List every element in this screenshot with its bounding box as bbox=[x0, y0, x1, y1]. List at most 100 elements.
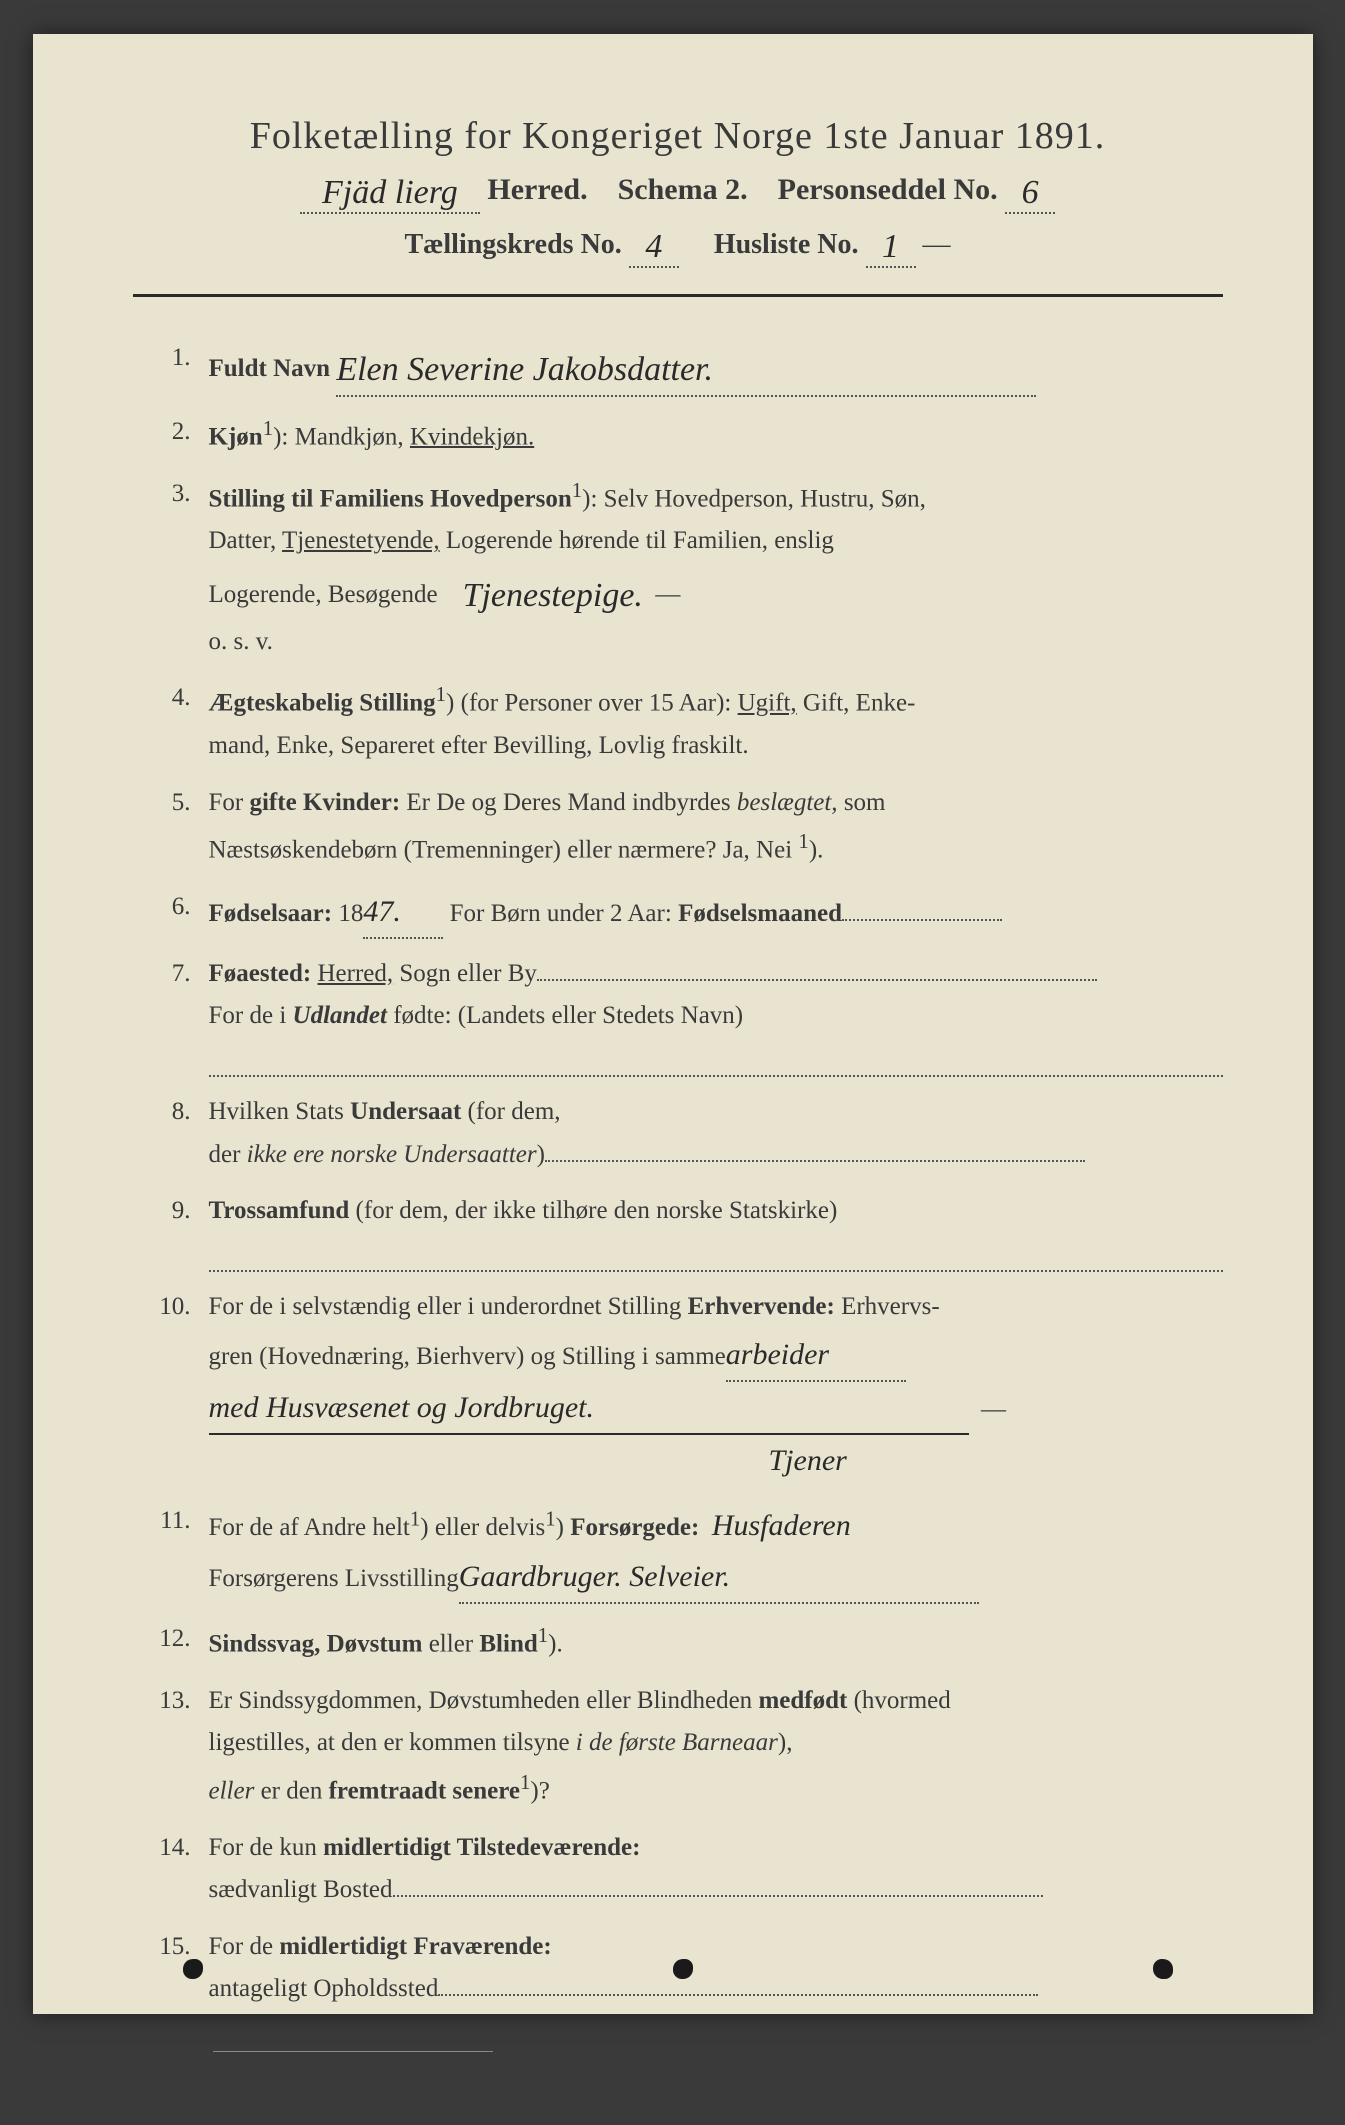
q8-c: (for dem, bbox=[461, 1098, 560, 1125]
num-10: 10. bbox=[133, 1286, 209, 1486]
q7-line2a: For de i bbox=[209, 1002, 293, 1029]
content-14: For de kun midlertidigt Tilstedeværende:… bbox=[209, 1827, 1223, 1912]
item-12: 12. Sindssvag, Døvstum eller Blind1). bbox=[133, 1618, 1223, 1666]
header-line-3: Tællingskreds No. 4 Husliste No. 1 — bbox=[133, 224, 1223, 264]
q4-sup: 1 bbox=[436, 682, 446, 706]
item-5: 5. For gifte Kvinder: Er De og Deres Man… bbox=[133, 782, 1223, 872]
punch-hole-icon bbox=[183, 1959, 203, 1979]
q2-opts: ): Mandkjøn, bbox=[273, 423, 410, 450]
kreds-label: Tællingskreds No. bbox=[404, 229, 621, 260]
footnote-sup: 1 bbox=[213, 2092, 226, 2114]
q3-line2c: Logerende hørende til Familien, enslig bbox=[440, 527, 834, 554]
q14-line2: sædvanligt Bosted bbox=[209, 1876, 393, 1903]
q7-blank2 bbox=[209, 1038, 1223, 1078]
q11-value1: Husfaderen bbox=[712, 1509, 851, 1542]
content-1: Fuldt Navn Elen Severine Jakobsdatter. bbox=[209, 337, 1223, 397]
num-5: 5. bbox=[133, 782, 209, 872]
q13-line3c: fremtraadt senere bbox=[329, 1777, 520, 1804]
q10-value1: arbeider bbox=[726, 1338, 829, 1371]
q7-b: Sogn eller By bbox=[393, 960, 537, 987]
footnote-text: ) De for hvert Tilfælde passende Ord und… bbox=[226, 2098, 863, 2124]
q8-b: Undersaat bbox=[350, 1098, 461, 1125]
q10-a: For de i selvstændig eller i underordnet… bbox=[209, 1293, 688, 1320]
item-4: 4. Ægteskabelig Stilling1) (for Personer… bbox=[133, 677, 1223, 767]
q13-line3d: )? bbox=[530, 1777, 549, 1804]
content-10: For de i selvstændig eller i underordnet… bbox=[209, 1286, 1223, 1486]
q5-a: For bbox=[209, 789, 250, 816]
q14-b: midlertidigt Tilstedeværende: bbox=[323, 1834, 640, 1861]
q4-label: Ægteskabelig Stilling bbox=[209, 690, 436, 717]
q6-prefix: 18 bbox=[338, 900, 363, 927]
q10-b: Erhvervende: bbox=[688, 1293, 835, 1320]
content-13: Er Sindssygdommen, Døvstumheden eller Bl… bbox=[209, 1680, 1223, 1813]
q6-b: For Børn under 2 Aar: bbox=[443, 900, 678, 927]
q3-line1: ): Selv Hovedperson, Hustru, Søn, bbox=[582, 485, 926, 512]
q1-label: Fuldt Navn bbox=[209, 355, 331, 382]
num-7: 7. bbox=[133, 953, 209, 1078]
q15-blank bbox=[438, 1994, 1038, 1996]
husliste-label: Husliste No. bbox=[714, 229, 859, 260]
footnote: 1) De for hvert Tilfælde passende Ord un… bbox=[133, 2092, 1223, 2125]
q12-a: Sindssvag, Døvstum bbox=[209, 1630, 423, 1657]
husliste-value: 1 bbox=[866, 228, 916, 268]
num-4: 4. bbox=[133, 677, 209, 767]
q13-line2b: i de første Barneaar bbox=[576, 1729, 778, 1756]
q10-value3: Tjener bbox=[769, 1444, 847, 1477]
divider bbox=[133, 294, 1223, 297]
num-2: 2. bbox=[133, 411, 209, 459]
num-6: 6. bbox=[133, 886, 209, 939]
q2-label: Kjøn bbox=[209, 423, 263, 450]
num-13: 13. bbox=[133, 1680, 209, 1813]
q9-b: (for dem, der ikke tilhøre den norske St… bbox=[349, 1197, 837, 1224]
header-line-2: Fjäd lierg Herred. Schema 2. Personsedde… bbox=[133, 170, 1223, 210]
q13-c: (hvormed bbox=[847, 1687, 950, 1714]
q3-label: Stilling til Familiens Hovedperson bbox=[209, 485, 572, 512]
q11-sup1: 1 bbox=[410, 1507, 420, 1531]
q8-line2c: ) bbox=[537, 1141, 545, 1168]
q7-a: Føaested: bbox=[209, 960, 318, 987]
content-5: For gifte Kvinder: Er De og Deres Mand i… bbox=[209, 782, 1223, 872]
q14-blank bbox=[393, 1895, 1043, 1897]
q5-sup: 1 bbox=[798, 829, 808, 853]
q13-a: Er Sindssygdommen, Døvstumheden eller Bl… bbox=[209, 1687, 759, 1714]
num-1: 1. bbox=[133, 337, 209, 397]
q11-line2: Forsørgerens Livsstilling bbox=[209, 1565, 459, 1592]
item-8: 8. Hvilken Stats Undersaat (for dem, der… bbox=[133, 1091, 1223, 1176]
q5-e: som bbox=[838, 789, 886, 816]
item-13: 13. Er Sindssygdommen, Døvstumheden elle… bbox=[133, 1680, 1223, 1813]
num-14: 14. bbox=[133, 1827, 209, 1912]
item-7: 7. Føaested: Herred, Sogn eller By For d… bbox=[133, 953, 1223, 1078]
q10-line2: gren (Hovednæring, Bierhverv) og Stillin… bbox=[209, 1343, 726, 1370]
q7-selected: Herred, bbox=[318, 960, 394, 987]
q3-line4: o. s. v. bbox=[209, 628, 273, 655]
content-6: Fødselsaar: 1847. For Børn under 2 Aar: … bbox=[209, 886, 1223, 939]
q8-blank bbox=[545, 1160, 1085, 1162]
punch-hole-icon bbox=[1153, 1959, 1173, 1979]
item-6: 6. Fødselsaar: 1847. For Børn under 2 Aa… bbox=[133, 886, 1223, 939]
q6-c: Fødselsmaaned bbox=[678, 900, 842, 927]
item-3: 3. Stilling til Familiens Hovedperson1):… bbox=[133, 473, 1223, 664]
herred-label: Herred. bbox=[487, 173, 587, 206]
personseddel-value: 6 bbox=[1005, 174, 1055, 214]
q1-value: Elen Severine Jakobsdatter. bbox=[336, 351, 713, 388]
content-4: Ægteskabelig Stilling1) (for Personer ov… bbox=[209, 677, 1223, 767]
q7-line2c: fødte: (Landets eller Stedets Navn) bbox=[387, 1002, 743, 1029]
q5-c: Er De og Deres Mand indbyrdes bbox=[400, 789, 737, 816]
form-title: Folketælling for Kongeriget Norge 1ste J… bbox=[133, 114, 1223, 158]
content-12: Sindssvag, Døvstum eller Blind1). bbox=[209, 1618, 1223, 1666]
q12-c: Blind bbox=[479, 1630, 537, 1657]
q11-d: Forsørgede: bbox=[570, 1514, 699, 1541]
schema-label: Schema 2. bbox=[618, 173, 748, 206]
q6-a: Fødselsaar: bbox=[209, 900, 339, 927]
q6-value: 47. bbox=[363, 886, 443, 939]
q15-b: midlertidigt Fraværende: bbox=[279, 1933, 551, 1960]
q3-line2a: Datter, bbox=[209, 527, 283, 554]
content-2: Kjøn1): Mandkjøn, Kvindekjøn. bbox=[209, 411, 1223, 459]
q4-selected: Ugift, bbox=[738, 690, 797, 717]
num-8: 8. bbox=[133, 1091, 209, 1176]
q9-blank bbox=[209, 1233, 1223, 1273]
q13-line3a: eller bbox=[209, 1777, 255, 1804]
content-7: Føaested: Herred, Sogn eller By For de i… bbox=[209, 953, 1223, 1078]
q6-blank bbox=[842, 919, 1002, 921]
q9-a: Trossamfund bbox=[209, 1197, 350, 1224]
